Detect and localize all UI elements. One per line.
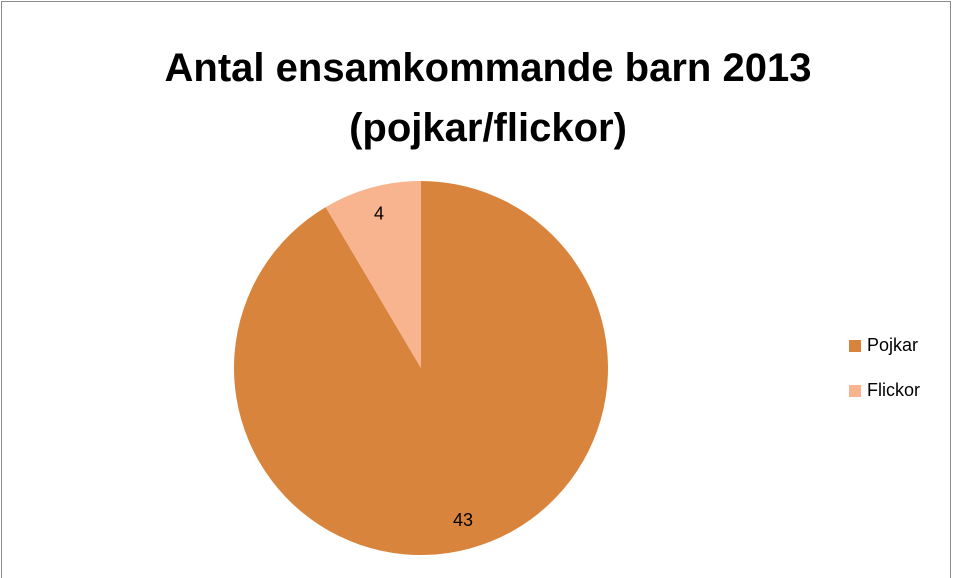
data-label: 4 — [374, 203, 384, 223]
chart-title: Antal ensamkommande barn 2013 (pojkar/fl… — [164, 46, 812, 150]
legend-swatch — [849, 385, 861, 397]
data-label: 43 — [453, 510, 473, 530]
legend-label: Flickor — [867, 380, 920, 400]
legend-label: Pojkar — [867, 335, 918, 355]
pie-slice — [325, 181, 421, 368]
legend-swatch — [849, 340, 861, 352]
